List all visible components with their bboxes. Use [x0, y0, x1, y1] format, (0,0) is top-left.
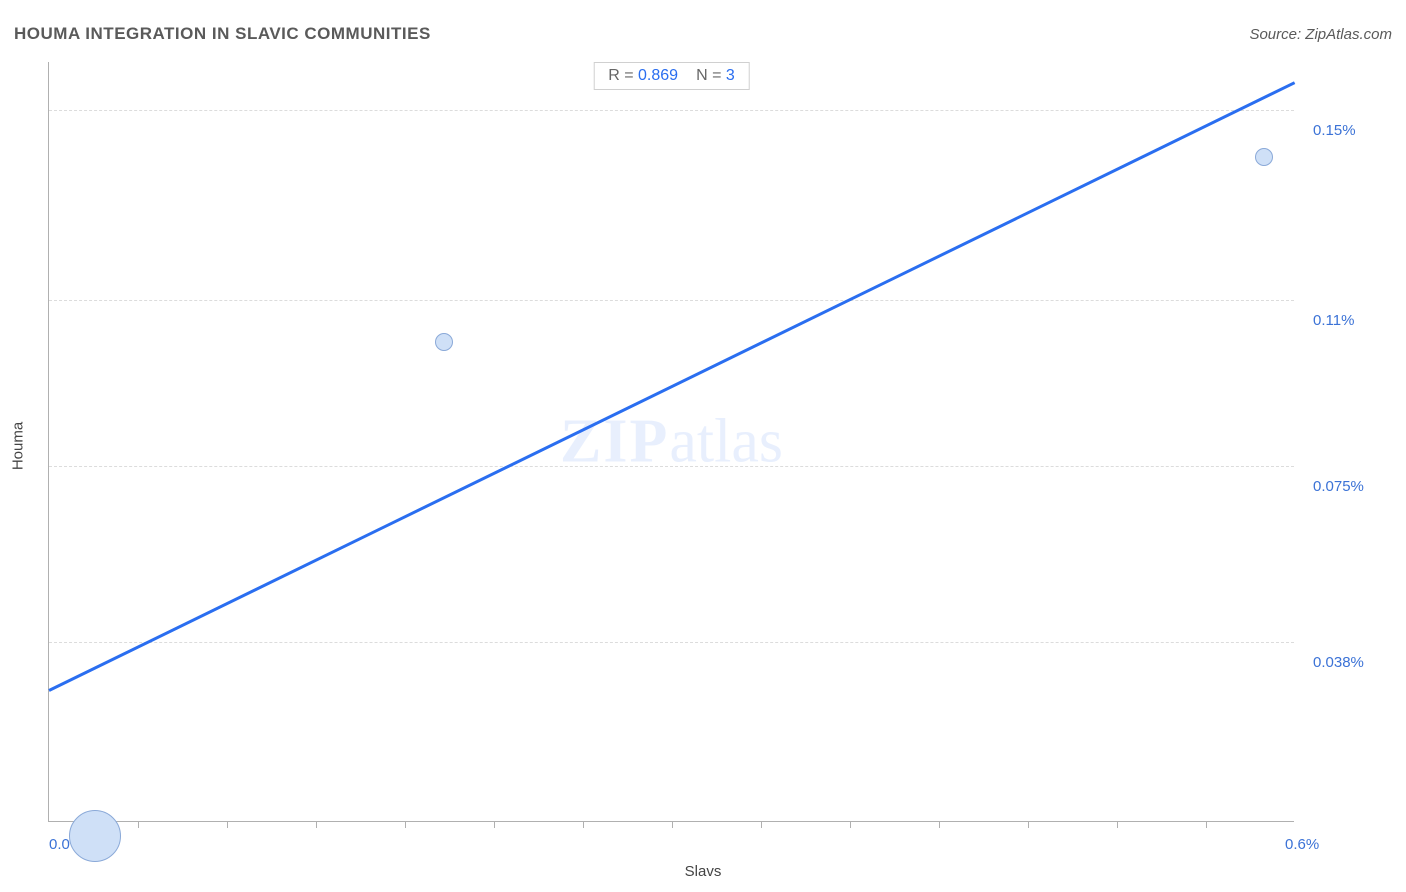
x-tick: [1206, 821, 1207, 828]
x-tick: [227, 821, 228, 828]
data-point[interactable]: [69, 810, 121, 862]
x-tick: [761, 821, 762, 828]
x-tick: [939, 821, 940, 828]
x-tick: [583, 821, 584, 828]
x-axis-label: Slavs: [685, 863, 722, 880]
stat-r: R = 0.869: [608, 67, 678, 85]
gridline: [49, 300, 1294, 301]
scatter-plot: R = 0.869 N = 3 ZIPatlas 0.038%0.075%0.1…: [48, 62, 1294, 822]
data-point[interactable]: [1255, 148, 1273, 166]
y-tick-label: 0.15%: [1313, 122, 1356, 139]
x-max-label: 0.6%: [1285, 836, 1319, 853]
stat-r-value: 0.869: [638, 67, 678, 84]
x-tick: [316, 821, 317, 828]
x-tick: [850, 821, 851, 828]
stat-n: N = 3: [696, 67, 735, 85]
gridline: [49, 110, 1294, 111]
header: HOUMA INTEGRATION IN SLAVIC COMMUNITIES …: [14, 24, 1392, 44]
x-tick: [1117, 821, 1118, 828]
y-tick-label: 0.075%: [1313, 478, 1364, 495]
stats-box: R = 0.869 N = 3: [593, 62, 750, 90]
data-point[interactable]: [435, 333, 453, 351]
gridline: [49, 466, 1294, 467]
y-axis-label: Houma: [10, 422, 27, 470]
chart-title: HOUMA INTEGRATION IN SLAVIC COMMUNITIES: [14, 24, 431, 44]
x-tick: [1028, 821, 1029, 828]
stat-n-label: N =: [696, 67, 721, 84]
trend-line: [48, 81, 1295, 692]
x-tick: [494, 821, 495, 828]
stat-r-label: R =: [608, 67, 633, 84]
x-tick: [672, 821, 673, 828]
source-attribution: Source: ZipAtlas.com: [1249, 26, 1392, 43]
y-tick-label: 0.11%: [1313, 312, 1354, 329]
stat-n-value: 3: [726, 67, 735, 84]
x-tick: [405, 821, 406, 828]
y-tick-label: 0.038%: [1313, 654, 1364, 671]
gridline: [49, 642, 1294, 643]
x-tick: [138, 821, 139, 828]
